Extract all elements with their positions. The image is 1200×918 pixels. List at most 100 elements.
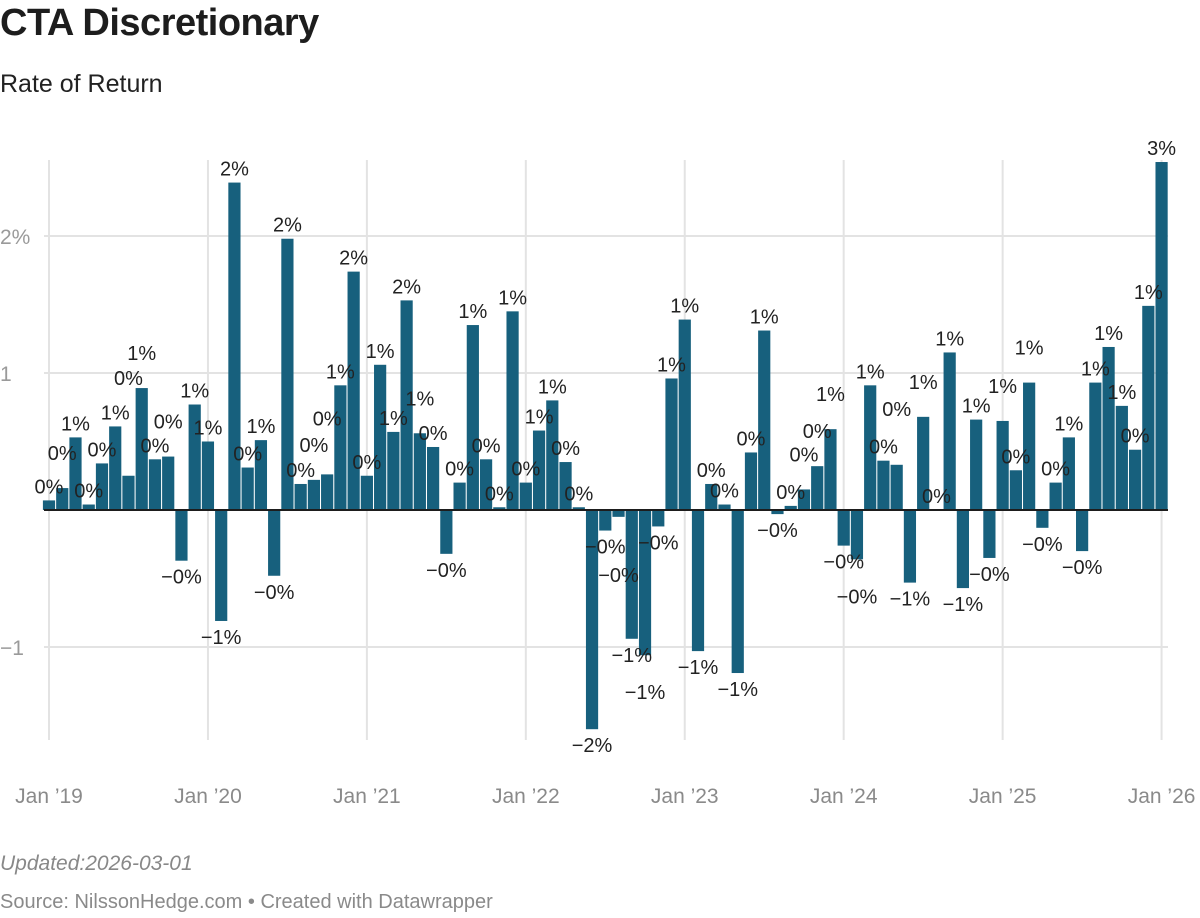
- bar-value-label: −0%: [426, 560, 467, 582]
- bar-value-label: 3%: [1147, 138, 1176, 160]
- bar-value-label: 0%: [299, 435, 328, 457]
- bar: [321, 474, 334, 510]
- bar-value-label: 0%: [352, 452, 381, 474]
- bar: [1089, 382, 1102, 510]
- bar: [678, 319, 691, 510]
- bar-value-label: 0%: [74, 481, 103, 503]
- bar: [1142, 305, 1155, 510]
- x-tick-label: Jan ’21: [333, 785, 401, 808]
- bar-value-label: 1%: [193, 418, 222, 440]
- bar: [453, 482, 466, 510]
- bar: [837, 510, 850, 546]
- bar: [599, 510, 612, 531]
- bar: [718, 504, 731, 510]
- bar: [334, 385, 347, 510]
- bar: [1036, 510, 1049, 528]
- bar-value-label: 1%: [538, 376, 567, 398]
- bar: [400, 300, 413, 510]
- bar-value-label: −0%: [823, 552, 864, 574]
- bar: [771, 510, 784, 515]
- bar: [69, 437, 82, 510]
- bar-value-label: 1%: [657, 354, 686, 376]
- bar-value-label: 1%: [366, 341, 395, 363]
- bar: [175, 510, 188, 561]
- bar-value-label: −0%: [598, 565, 639, 587]
- bar-value-label: −1%: [943, 594, 984, 616]
- bar-value-label: 0%: [511, 459, 540, 481]
- bar-value-label: −0%: [1062, 557, 1103, 579]
- bar-value-label: 0%: [737, 428, 766, 450]
- bar-value-label: 0%: [313, 408, 342, 430]
- bar: [996, 420, 1009, 510]
- bar-value-label: 0%: [141, 435, 170, 457]
- bar-value-label: 0%: [710, 481, 739, 503]
- bar-value-label: 1%: [856, 361, 885, 383]
- bar-value-label: 0%: [445, 459, 474, 481]
- bar: [493, 507, 506, 510]
- bar: [784, 505, 797, 510]
- bar: [1009, 470, 1022, 510]
- bar: [254, 440, 268, 510]
- bar: [109, 426, 122, 510]
- bar: [294, 483, 307, 510]
- bar: [572, 507, 585, 510]
- bar-value-label: 1%: [909, 372, 938, 394]
- bar-value-label: 1%: [1015, 338, 1044, 360]
- bar: [347, 271, 360, 510]
- bar: [665, 378, 678, 510]
- bar: [638, 510, 652, 656]
- bar: [228, 182, 241, 510]
- y-tick-label: 2%: [0, 226, 30, 249]
- bar-value-label: 1%: [1134, 282, 1163, 304]
- chart-subtitle: Rate of Return: [0, 70, 163, 98]
- bar-value-label: 0%: [286, 460, 315, 482]
- bar-value-label: −0%: [254, 582, 295, 604]
- bar-value-label: 2%: [392, 276, 421, 298]
- bar: [1023, 382, 1036, 510]
- bar-value-label: 1%: [405, 388, 434, 410]
- bar-value-label: −2%: [572, 735, 613, 757]
- bar: [811, 466, 824, 510]
- bar-value-label: 1%: [1054, 413, 1083, 435]
- bar-value-label: −1%: [201, 627, 242, 649]
- bar: [440, 510, 453, 554]
- bar: [1049, 482, 1062, 510]
- bar-value-label: 1%: [326, 361, 355, 383]
- bar-value-label: −1%: [611, 645, 652, 667]
- bar: [122, 475, 135, 510]
- bar: [705, 483, 718, 510]
- bar: [731, 510, 744, 674]
- bar-value-label: 0%: [790, 444, 819, 466]
- bar: [850, 510, 864, 560]
- bar: [241, 467, 254, 510]
- bar-value-label: 1%: [127, 343, 156, 365]
- bar-value-label: 0%: [882, 399, 911, 421]
- bar: [1115, 405, 1128, 510]
- bar-value-label: −1%: [625, 682, 666, 704]
- source-note: Source: NilssonHedge.com • Created with …: [0, 891, 493, 913]
- bar-value-label: 2%: [220, 159, 249, 181]
- bar: [519, 482, 532, 510]
- bar-value-label: 2%: [273, 215, 302, 237]
- x-tick-label: Jan ’23: [651, 785, 719, 808]
- bar: [215, 510, 228, 621]
- bar-value-label: 0%: [35, 476, 64, 498]
- bar-value-label: 0%: [472, 435, 501, 457]
- bar-value-label: 1%: [750, 307, 779, 329]
- bar-value-label: 0%: [803, 421, 832, 443]
- bar-value-label: 1%: [246, 416, 275, 438]
- bar: [758, 330, 771, 510]
- bar: [903, 510, 917, 583]
- bar: [427, 446, 440, 510]
- bar-value-label: 0%: [776, 482, 805, 504]
- bar: [374, 364, 387, 510]
- bar-value-label: 2%: [339, 248, 368, 270]
- bar: [1155, 162, 1168, 510]
- bar: [797, 489, 811, 510]
- bar-value-label: 1%: [935, 328, 964, 350]
- bar-value-label: 1%: [180, 381, 209, 403]
- bar-value-label: 0%: [485, 483, 514, 505]
- bar: [943, 352, 956, 510]
- bar: [95, 463, 109, 510]
